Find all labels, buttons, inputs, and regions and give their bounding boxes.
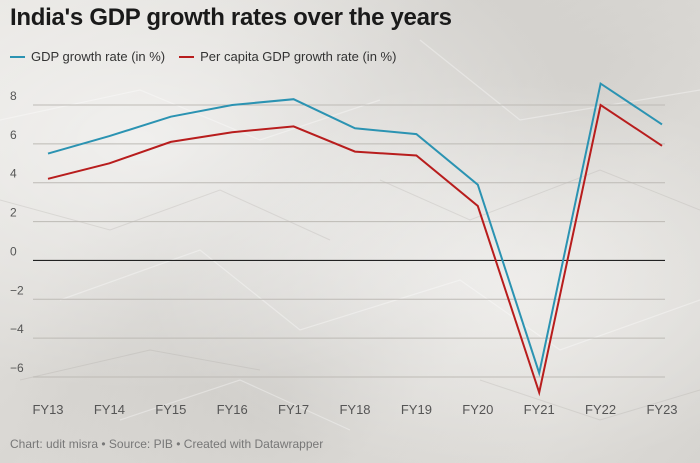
series-line-per-capita [47,103,663,397]
data-point-gdp [170,116,172,118]
y-tick-label: −4 [10,322,24,336]
y-tick-label: 2 [10,206,17,220]
data-point-per-capita [108,162,110,164]
legend-swatch-per-capita [179,55,195,58]
data-point-gdp [293,98,295,100]
data-point-gdp [108,135,110,137]
data-point-gdp [477,184,479,186]
y-tick-label: 0 [10,244,17,258]
data-point-per-capita [415,155,417,157]
x-tick-label: FY21 [524,402,555,417]
x-tick-label: FY17 [278,402,309,417]
legend-item-gdp: GDP growth rate (in %) [10,49,165,64]
data-point-gdp [600,83,602,85]
data-point-gdp [415,133,417,135]
y-tick-label: −6 [10,361,24,375]
data-point-gdp [231,104,233,106]
x-tick-label: FY15 [155,402,186,417]
y-tick-label: 6 [10,128,17,142]
x-tick-label: FY22 [585,402,616,417]
data-point-per-capita [600,104,602,106]
data-point-per-capita [293,125,295,127]
legend-label-gdp: GDP growth rate (in %) [31,49,166,64]
data-point-per-capita [661,145,663,147]
legend-swatch-gdp [10,55,25,58]
y-tick-label: −2 [10,283,24,297]
x-tick-label: FY18 [339,402,370,417]
legend-label-per-capita: Per capita GDP growth rate (in %) [200,49,397,64]
y-tick-label: 8 [10,89,17,103]
data-point-gdp [661,123,663,125]
data-point-gdp [47,153,49,155]
legend-item-per-capita: Per capita GDP growth rate (in %) [179,49,396,64]
x-tick-label: FY13 [32,402,63,417]
data-point-per-capita [170,141,172,143]
data-point-per-capita [538,392,540,394]
x-tick-label: FY14 [94,402,125,417]
x-tick-label: FY19 [401,402,432,417]
data-point-per-capita [354,151,356,153]
data-point-gdp [538,372,540,374]
y-tick-label: 4 [10,167,17,181]
chart-footer: Chart: udit misra • Source: PIB • Create… [10,437,324,451]
x-tick-label: FY20 [462,402,493,417]
data-point-per-capita [47,178,49,180]
series-line-gdp [47,81,663,377]
data-point-per-capita [477,205,479,207]
data-point-gdp [354,127,356,129]
x-tick-label: FY16 [217,402,248,417]
data-point-per-capita [231,131,233,133]
legend: GDP growth rate (in %) Per capita GDP gr… [10,49,410,64]
chart-title: India's GDP growth rates over the years [10,4,452,31]
x-tick-label: FY23 [646,402,677,417]
